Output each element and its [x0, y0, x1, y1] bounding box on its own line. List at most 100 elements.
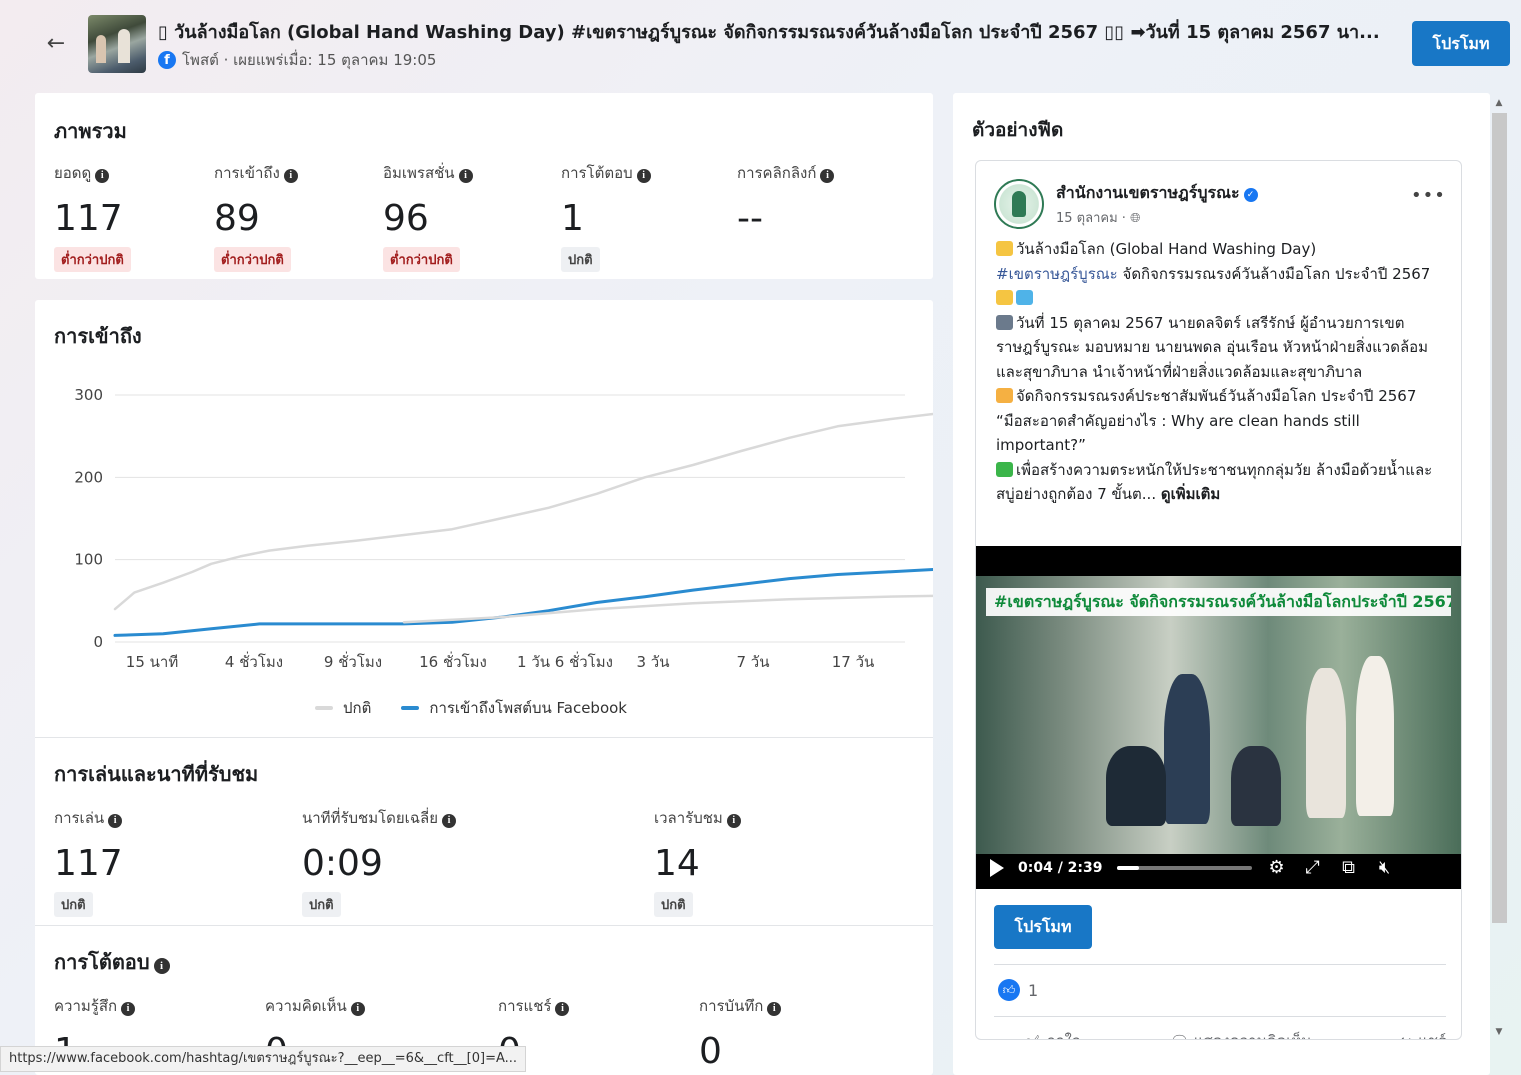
metric-label: การเข้าถึง [214, 164, 280, 182]
info-icon[interactable]: i [458, 169, 473, 183]
metric-interactions: การโต้ตอบ i 1 ปกติ [561, 161, 651, 272]
metric-value: 117 [54, 843, 123, 884]
like-count: 1 [1028, 980, 1039, 1000]
video-banner: #เขตราษฎร์บูรณะ จัดกิจกรรมรณรงค์วันล้างม… [986, 588, 1451, 616]
fullscreen-icon[interactable]: ⤢ [1305, 856, 1320, 878]
share-action-label[interactable]: แชร์ [1418, 1032, 1446, 1039]
metric-impressions: อิมเพรสชั่น i 96 ต่ำกว่าปกติ [383, 161, 473, 272]
page-name-text[interactable]: สำนักงานเขตราษฎร์บูรณะ [1056, 183, 1240, 202]
post-line-4: จัดกิจกรรมรณรงค์ประชาสัมพันธ์วันล้างมือโ… [996, 387, 1417, 454]
engagement-title-text: การโต้ตอบ [54, 950, 150, 974]
post-date-text[interactable]: 15 ตุลาคม · [1056, 211, 1126, 226]
check-emoji-icon [996, 461, 1013, 477]
comment-action-label[interactable]: แสดงความคิดเห็น [1194, 1032, 1312, 1039]
info-icon[interactable]: i [95, 169, 110, 183]
metric-label: การโต้ตอบ [561, 164, 633, 182]
post-text: วันล้างมือโลก (Global Hand Washing Day) … [996, 237, 1446, 507]
like-action-button[interactable]: 👍︎ ถูกใจ [1026, 1029, 1081, 1039]
scroll-up-icon[interactable]: ▲ [1495, 98, 1503, 108]
legend-swatch-fb-reach [401, 706, 420, 710]
post-date[interactable]: 15 ตุลาคม · 🌐︎ [1056, 207, 1140, 228]
video-figure [1164, 674, 1210, 824]
y-tick-label: 200 [74, 468, 103, 486]
metric-value: 89 [214, 198, 260, 239]
feed-preview-title: ตัวอย่างฟีด [972, 119, 1064, 141]
y-tick-label: 100 [74, 551, 103, 569]
reach-chart: 0 100 200 300 15 นาที 4 ชั่วโมง 9 ชั่วโมง 16 ชั… [35, 370, 984, 690]
metric-value: 117 [54, 198, 123, 239]
metric-label: เวลารับชม [654, 809, 723, 827]
status-badge: ปกติ [302, 892, 341, 917]
page-avatar[interactable] [994, 179, 1044, 229]
play-icon[interactable] [990, 858, 1004, 877]
back-arrow-icon[interactable]: ← [46, 31, 66, 56]
section-divider [35, 737, 933, 738]
info-icon[interactable]: i [350, 1002, 365, 1016]
picture-in-picture-icon[interactable]: ⧉ [1342, 856, 1355, 878]
like-action-label[interactable]: ถูกใจ [1046, 1032, 1080, 1039]
status-badge: ปกติ [654, 892, 693, 917]
overview-card: ภาพรวม ยอดดู i 117 ต่ำกว่าปกติ การเข้าถึง… [35, 93, 933, 279]
info-icon[interactable]: i [283, 169, 298, 183]
x-tick-label: 15 นาที [126, 653, 178, 671]
promote-feed-button[interactable]: โปรโมท [994, 905, 1092, 949]
x-tick-label: 9 ชั่วโมง [324, 651, 382, 671]
playback-title: การเล่นและนาทีที่รับชม [54, 762, 259, 786]
promote-button[interactable]: โปรโมท [1412, 21, 1510, 66]
feed-post: สำนักงานเขตราษฎร์บูรณะ ✓ 15 ตุลาคม · 🌐︎ •… [975, 160, 1462, 1040]
metric-label: อิมเพรสชั่น [383, 164, 455, 182]
overview-title: ภาพรวม [54, 119, 127, 143]
scroll-down-icon[interactable]: ▼ [1495, 1027, 1503, 1037]
video-progress-bar[interactable] [1116, 865, 1252, 870]
video-frame[interactable] [976, 576, 1461, 854]
metric-saves: การบันทึก i 0 [699, 994, 782, 1074]
post-title: ▯ วันล้างมือโลก (Global Hand Washing Day… [158, 22, 1380, 43]
info-icon[interactable]: i [767, 1002, 782, 1016]
info-icon[interactable]: i [555, 1002, 570, 1016]
page-name[interactable]: สำนักงานเขตราษฎร์บูรณะ ✓ [1056, 181, 1258, 206]
arrow-emoji-icon [996, 314, 1013, 330]
see-more-link[interactable]: ดูเพิ่มเติม [1160, 485, 1221, 503]
reaction-summary[interactable]: 👍︎ 1 [998, 979, 1038, 1001]
browser-status-bar: https://www.facebook.com/hashtag/เขตราษฎ… [0, 1046, 527, 1072]
verified-badge-icon: ✓ [1243, 188, 1258, 202]
more-options-icon[interactable]: ••• [1411, 185, 1446, 206]
post-header: ← ▯ วันล้างมือโลก (Global Hand Washing D… [0, 0, 1521, 90]
info-icon[interactable]: i [820, 169, 835, 183]
video-player[interactable]: #เขตราษฎร์บูรณะ จัดกิจกรรมรณรงค์วันล้างม… [976, 546, 1461, 889]
y-tick-label: 300 [74, 386, 103, 404]
comment-action-button[interactable]: 💬︎ แสดงความคิดเห็น [1170, 1029, 1312, 1039]
info-icon[interactable]: i [108, 814, 123, 828]
metric-avg-watch: นาทีที่รับชมโดยเฉลี่ย i 0:09 ปกติ [302, 806, 457, 917]
x-tick-label: 3 วัน [637, 653, 670, 671]
post-meta: f โพสต์ · เผยแพร่เมื่อ: 15 ตุลาคม 19:05 [158, 48, 436, 72]
video-figure [1231, 746, 1281, 826]
info-icon[interactable]: i [726, 814, 741, 828]
info-icon[interactable]: i [636, 169, 651, 183]
post-line-5: เพื่อสร้างความตระหนักให้ประชาชนทุกกลุ่มว… [996, 460, 1433, 504]
metric-value: 1 [561, 198, 584, 239]
handshake-emoji-icon [996, 388, 1013, 403]
hashtag-link[interactable]: #เขตราษฎร์บูรณะ [996, 264, 1118, 283]
share-action-button[interactable]: ↪ แชร์ [1401, 1029, 1446, 1039]
post-thumbnail[interactable] [88, 15, 146, 73]
like-icon: 👍︎ [998, 979, 1020, 1001]
metric-value: 96 [383, 198, 429, 239]
x-tick-label: 17 วัน [832, 653, 875, 671]
x-tick-label: 16 ชั่วโมง [419, 651, 487, 671]
video-figure [1356, 656, 1394, 816]
post-line-3: วันที่ 15 ตุลาคม 2567 นายดลจิตร์ เสรีรัก… [996, 313, 1429, 381]
video-time: 0:04 / 2:39 [1018, 859, 1103, 876]
info-icon[interactable]: i [153, 958, 170, 974]
x-tick-label: 7 วัน [737, 653, 770, 671]
settings-gear-icon[interactable]: ⚙ [1268, 856, 1285, 878]
feed-divider [994, 1016, 1446, 1017]
metric-value: 0:09 [302, 843, 383, 884]
legend-item-fb-reach: การเข้าถึงโพสต์บน Facebook [401, 696, 627, 720]
volume-muted-icon[interactable]: 🔇︎ [1378, 856, 1391, 878]
info-icon[interactable]: i [442, 814, 457, 828]
info-icon[interactable]: i [121, 1002, 136, 1016]
y-tick-label: 0 [93, 633, 103, 651]
feed-scrollbar-thumb[interactable] [1492, 113, 1507, 923]
status-badge: ต่ำกว่าปกติ [383, 247, 460, 272]
